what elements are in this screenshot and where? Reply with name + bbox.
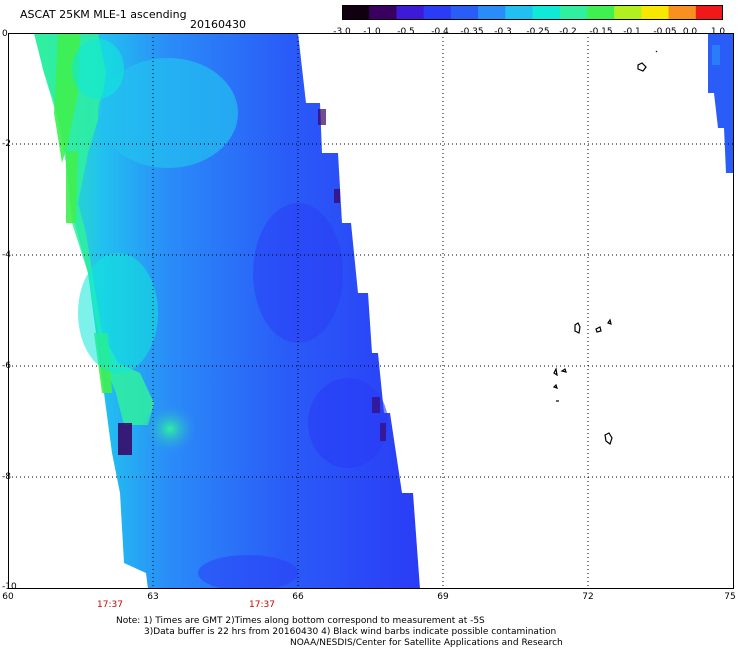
y-tick-label: -4 <box>2 250 11 260</box>
island-outlines <box>552 50 658 445</box>
colorbar-segment <box>369 5 397 20</box>
map-frame <box>8 33 734 589</box>
colorbar <box>342 5 723 20</box>
colorbar-segment <box>478 5 506 20</box>
note-line-2: 3)Data buffer is 22 hrs from 20160430 4)… <box>144 627 557 637</box>
x-tick-label: 75 <box>724 592 736 602</box>
grid-lines <box>8 33 734 589</box>
colorbar-segment <box>641 5 670 20</box>
colorbar-segment <box>505 5 533 20</box>
y-tick-label: 0 <box>2 29 8 39</box>
y-tick-label: -8 <box>2 472 11 482</box>
colorbar-segment <box>423 5 452 20</box>
swath-secondary <box>708 33 734 173</box>
colorbar-frame <box>342 5 723 20</box>
y-tick-label: -10 <box>2 582 17 592</box>
y-tick-label: -6 <box>2 361 11 371</box>
x-tick-label: 69 <box>437 592 449 602</box>
colorbar-segment <box>668 5 697 20</box>
chart-title: ASCAT 25KM MLE-1 ascending <box>20 8 187 21</box>
colorbar-segment <box>396 5 425 20</box>
colorbar-segment <box>559 5 588 20</box>
time-label: 17:37 <box>97 600 123 610</box>
colorbar-segment <box>450 5 479 20</box>
x-tick-label: 60 <box>2 592 14 602</box>
colorbar-segment <box>532 5 561 20</box>
x-tick-label: 63 <box>147 592 159 602</box>
colorbar-segment <box>695 5 723 20</box>
chart-date: 20160430 <box>190 18 246 31</box>
note-line-1: Note: 1) Times are GMT 2)Times along bot… <box>116 616 485 626</box>
x-tick-label: 66 <box>292 592 304 602</box>
y-tick-label: -2 <box>2 139 11 149</box>
colorbar-segment <box>586 5 615 20</box>
swath-primary <box>34 33 420 589</box>
map-panel <box>8 33 734 589</box>
colorbar-segment <box>342 5 370 20</box>
note-line-3: NOAA/NESDIS/Center for Satellite Applica… <box>290 638 563 648</box>
time-label: 17:37 <box>249 600 275 610</box>
colorbar-segment <box>614 5 642 20</box>
x-tick-label: 72 <box>582 592 594 602</box>
